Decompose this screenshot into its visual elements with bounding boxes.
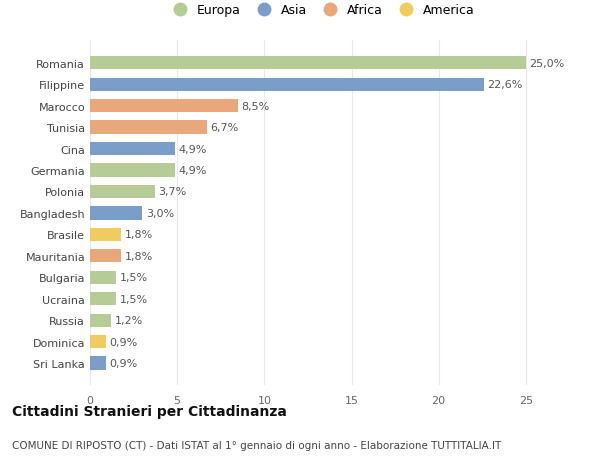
Bar	[90, 228, 121, 241]
Text: 0,9%: 0,9%	[109, 358, 137, 368]
Bar	[90, 314, 111, 327]
Bar	[90, 78, 484, 92]
Bar	[90, 185, 155, 199]
Text: 1,8%: 1,8%	[125, 251, 153, 261]
Bar	[90, 335, 106, 348]
Bar	[90, 250, 121, 263]
Bar	[90, 57, 526, 70]
Text: Cittadini Stranieri per Cittadinanza: Cittadini Stranieri per Cittadinanza	[12, 404, 287, 418]
Text: 3,7%: 3,7%	[158, 187, 186, 197]
Text: 0,9%: 0,9%	[109, 337, 137, 347]
Text: COMUNE DI RIPOSTO (CT) - Dati ISTAT al 1° gennaio di ogni anno - Elaborazione TU: COMUNE DI RIPOSTO (CT) - Dati ISTAT al 1…	[12, 440, 501, 450]
Text: 22,6%: 22,6%	[487, 80, 523, 90]
Text: 6,7%: 6,7%	[210, 123, 239, 133]
Bar	[90, 100, 238, 113]
Text: 1,2%: 1,2%	[115, 315, 143, 325]
Bar	[90, 292, 116, 306]
Text: 1,5%: 1,5%	[119, 273, 148, 283]
Bar	[90, 121, 207, 134]
Bar	[90, 271, 116, 284]
Legend: Europa, Asia, Africa, America: Europa, Asia, Africa, America	[162, 0, 480, 22]
Bar	[90, 207, 142, 220]
Text: 1,5%: 1,5%	[119, 294, 148, 304]
Text: 3,0%: 3,0%	[146, 208, 174, 218]
Text: 1,8%: 1,8%	[125, 230, 153, 240]
Bar	[90, 164, 175, 177]
Bar	[90, 143, 175, 156]
Text: 25,0%: 25,0%	[529, 59, 565, 68]
Bar	[90, 357, 106, 370]
Text: 4,9%: 4,9%	[179, 166, 207, 176]
Text: 4,9%: 4,9%	[179, 144, 207, 154]
Text: 8,5%: 8,5%	[242, 101, 270, 112]
